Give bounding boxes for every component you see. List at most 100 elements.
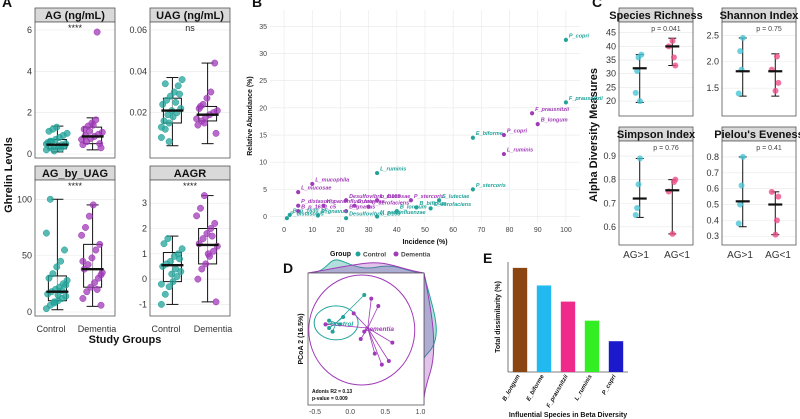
facet-c4-ytick: 0.4 (706, 215, 719, 225)
panel-b-point-label: L_ruminis (507, 148, 533, 154)
facet-c4-point (775, 193, 782, 200)
panel-a-xlabel: Study Groups (89, 334, 162, 346)
panel-d-point (372, 351, 377, 356)
facet-a4-point (200, 192, 208, 200)
panel-b-point (470, 135, 476, 140)
facet-a3-point (87, 283, 95, 291)
panel-d-point (341, 315, 346, 319)
facet-c3-ytick: 0.6 (603, 222, 616, 232)
panel-b-point (315, 213, 321, 218)
facet-a3-point (91, 279, 98, 287)
facet-a2-point (203, 94, 211, 102)
facet-a4-ytick: 1 (142, 249, 147, 259)
facet-c4-ytick: 0.5 (706, 200, 719, 210)
panel-d-point (369, 296, 374, 301)
panel-d-spider (353, 313, 369, 329)
panel-b-point (366, 204, 371, 209)
panel-d-annotation: Adonis R2 = 0.13 (312, 389, 352, 395)
panel-d-spider (367, 298, 372, 329)
facet-a3-point (42, 229, 50, 237)
facet-a3-point (53, 263, 61, 271)
facet-a3-ytick: 100 (17, 194, 32, 204)
panel-c-x-right-ag-low: AG<1 (765, 250, 791, 261)
panel-e-bar (608, 341, 624, 372)
facet-c1-title: Species Richness (609, 10, 703, 22)
panel-d-spider (335, 294, 365, 324)
panel-b-xtick: 70 (477, 227, 485, 234)
facet-a4-ytick: 2 (142, 223, 147, 233)
panel-b-ytick: 25 (259, 78, 267, 85)
panel-d-spider (367, 327, 393, 344)
facet-c4-plot-bg (722, 141, 796, 245)
panel-b-point-label: P_stercoris (476, 183, 506, 189)
facet-c3-significance: p = 0.76 (653, 145, 679, 152)
facet-c3-point (635, 181, 642, 188)
panel-d-point (358, 337, 363, 341)
facet-a3-point (45, 274, 53, 282)
facet-a4-point (198, 265, 206, 273)
facet-a1-point (89, 121, 97, 129)
panel-e-ylabel: Total dissimilarity (%) (495, 281, 502, 353)
panel-c-x-left-ag-high: AG>1 (623, 250, 649, 261)
panel-b-point (296, 203, 301, 208)
facet-a4-point (172, 265, 180, 273)
panel-b-point-label: F_prausnitzii (535, 107, 569, 113)
facet-a3-ytick: 50 (22, 251, 32, 261)
panel-d-point (376, 304, 381, 308)
panel-d-point (351, 311, 356, 316)
facet-c3-ytick: 0.7 (603, 198, 616, 208)
panel-b-point-label: P_copri (507, 129, 528, 135)
panel-b-point (287, 212, 292, 218)
facet-a4-point (197, 204, 204, 212)
facet-c1-point (670, 54, 677, 61)
panel-b-point (501, 151, 507, 157)
panel-b-legend-title: Group (330, 251, 351, 258)
panel-b-point-label: B_longum (541, 118, 568, 124)
panel-b-point-label: C_aerofaciens (372, 200, 410, 206)
panel-c-x-left-ag-low: AG<1 (664, 250, 690, 261)
panel-b-point-label: P_copri (569, 33, 590, 39)
panel-e-xtick: P_copri (602, 374, 618, 396)
facet-a4-point (157, 300, 165, 308)
panel-label-c: C (592, 0, 602, 10)
panel-e-xlabel: Influential Species in Beta Diversity (509, 412, 627, 419)
facet-c4-ytick: 0.7 (706, 168, 719, 178)
panel-b-point-label: B_p_1630_c5 (293, 208, 329, 214)
panel-e-xtick: L_ruminis (574, 373, 594, 401)
facet-c2-plot-bg (722, 22, 796, 116)
facet-c2-frame (721, 21, 797, 117)
facet-a4-point (193, 212, 201, 220)
panel-b-point-label: B_gnavus (349, 205, 375, 211)
panel-d-point (362, 329, 367, 334)
facet-a2-point (178, 76, 186, 84)
facet-a3-point (79, 257, 87, 265)
panel-b-point-label: B_longum (400, 205, 427, 211)
facet-c4-ytick: 0.8 (706, 152, 719, 162)
facet-a1-point (50, 147, 58, 155)
panel-b-xtick: 0 (282, 227, 286, 234)
facet-c1-ytick: 20 (606, 96, 616, 106)
facet-a4-point (164, 235, 172, 243)
panel-b-xtick: 10 (308, 227, 316, 234)
facet-a2-title: UAG (ng/mL) (156, 10, 224, 22)
facet-c4-point (768, 188, 775, 195)
facet-c3-frame (618, 140, 694, 246)
panel-b-legend-swatch (393, 251, 399, 257)
facet-a2-ytick: 0.04 (129, 66, 147, 76)
facet-a2-point (212, 129, 220, 137)
facet-c1-point (636, 98, 643, 105)
panel-b-point (374, 214, 380, 219)
panel-b-ytick: 0 (263, 214, 267, 221)
facet-a3-point (85, 212, 93, 220)
facet-a1-ytick: 0 (27, 149, 32, 159)
facet-c2-significance: p = 0.75 (756, 26, 782, 33)
facet-a3-point (62, 281, 70, 289)
facet-a2-point (165, 138, 173, 146)
facet-a4-point (169, 278, 177, 286)
facet-a3-point (82, 224, 89, 231)
panel-d-density-top-dementia (307, 262, 425, 274)
facet-a1-point (96, 140, 104, 148)
facet-c4-point (772, 231, 779, 238)
panel-e-bar (512, 267, 528, 372)
